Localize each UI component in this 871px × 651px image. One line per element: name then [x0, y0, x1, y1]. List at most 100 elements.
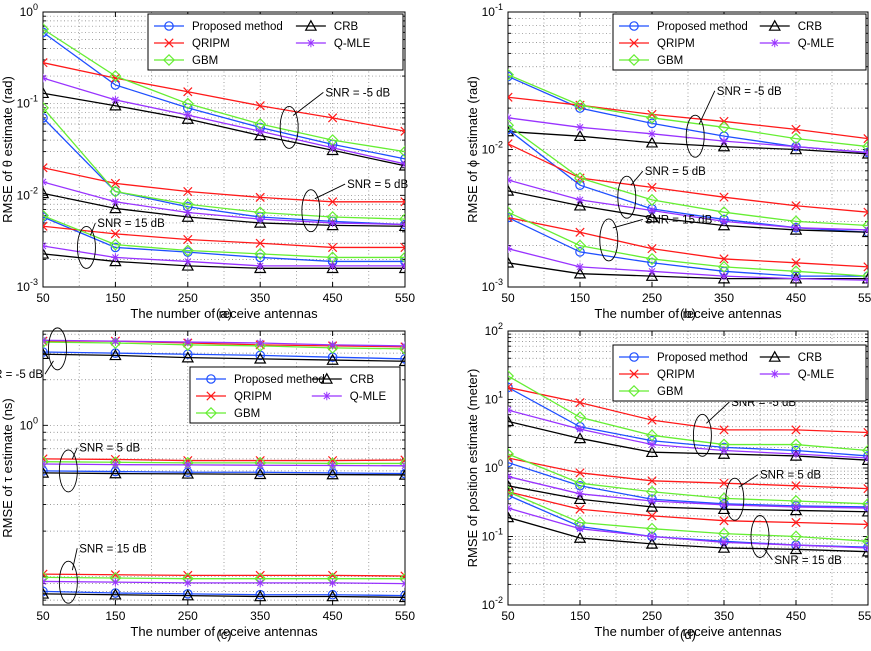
data-point: [719, 446, 729, 455]
legend-box: [612, 344, 867, 402]
x-axis-label: The number of receive antennas: [130, 624, 318, 639]
snr-annotation: SNR = 15 dB: [750, 515, 842, 567]
data-point: [791, 274, 801, 283]
data-point: [181, 244, 194, 257]
data-point: [328, 143, 337, 153]
legend-label: CRB: [350, 374, 375, 386]
legend-label: Proposed method: [192, 21, 283, 33]
data-point: [791, 481, 801, 491]
series-line: [508, 130, 868, 155]
data-point: [508, 119, 515, 132]
data-point: [791, 502, 801, 512]
series-line: [43, 353, 405, 362]
legend-entry-qripm: QRIPM: [619, 38, 695, 50]
data-point: [861, 453, 868, 465]
data-point: [647, 206, 657, 215]
legend-entry-crb: CRB: [311, 372, 375, 386]
annotation-leader: [763, 548, 773, 561]
legend-marker: [320, 372, 334, 384]
data-point: [109, 185, 122, 198]
data-point: [645, 111, 659, 124]
data-point: [719, 500, 729, 510]
data-point: [43, 186, 50, 199]
series-line: [43, 580, 405, 585]
data-point: [717, 541, 731, 553]
data-point: [575, 424, 585, 434]
data-point: [575, 123, 585, 132]
legend-box: [147, 13, 404, 71]
data-point: [575, 524, 585, 533]
annotation-leader: [71, 548, 78, 571]
data-point: [791, 201, 801, 211]
y-tick-label: 101: [485, 390, 503, 407]
series-line: [508, 485, 868, 513]
data-point: [791, 223, 801, 232]
data-point: [398, 590, 405, 603]
x-tick-label: 550: [395, 609, 415, 623]
data-point: [719, 136, 729, 146]
data-point: [181, 351, 195, 363]
legend-marker: [164, 38, 174, 48]
data-point: [43, 113, 48, 123]
series-line: [43, 576, 405, 580]
data-point: [110, 242, 121, 253]
legend-entry-gbm: GBM: [619, 53, 683, 67]
y-tick-label: 10-1: [17, 94, 38, 111]
legend-entry-qripm: QRIPM: [619, 369, 695, 381]
legend-entry-proposed-method: Proposed method: [154, 21, 283, 33]
data-point: [43, 247, 50, 259]
series-q-mle-snr-15-db: [508, 503, 868, 553]
data-point: [398, 354, 405, 367]
series-qripm-snr-5-db: [43, 163, 405, 207]
series-line: [43, 107, 405, 220]
data-point: [43, 466, 48, 476]
data-point: [398, 145, 405, 158]
data-point: [256, 338, 265, 348]
series-line: [508, 124, 868, 227]
x-tick-label: 50: [501, 291, 515, 305]
data-point: [43, 455, 50, 468]
legend-marker: [627, 384, 641, 398]
data-point: [861, 219, 868, 232]
series-qripm-snr-5-db: [43, 58, 405, 136]
data-point: [253, 129, 267, 141]
data-point: [647, 511, 657, 521]
data-point: [719, 254, 729, 264]
data-point: [717, 140, 731, 152]
legend-marker: [629, 38, 639, 48]
annotation-leader: [706, 401, 730, 424]
data-point: [647, 182, 657, 193]
data-point: [791, 540, 801, 550]
data-point: [508, 503, 513, 513]
series-line: [43, 192, 405, 227]
data-point: [508, 479, 515, 491]
x-tick-label: 350: [250, 609, 270, 623]
data-point: [400, 342, 405, 352]
data-point: [43, 586, 48, 597]
data-point: [647, 415, 657, 425]
legend-label: Proposed method: [657, 352, 748, 364]
series-line: [508, 507, 868, 549]
legend: Proposed method QRIPM GBM CRB Q-MLE: [612, 13, 867, 71]
annotation-label: SNR = -5 dB: [0, 369, 43, 381]
x-tick-label: 150: [570, 609, 590, 623]
data-point: [109, 348, 122, 361]
data-point: [183, 234, 193, 245]
data-point: [575, 247, 585, 257]
data-point: [43, 587, 50, 599]
series-crb-snr-5-db: [508, 184, 868, 238]
data-point: [863, 207, 868, 217]
legend-marker: [162, 53, 176, 67]
data-point: [111, 197, 120, 207]
data-point: [645, 211, 659, 223]
y-tick-label: 10-3: [17, 277, 38, 294]
series-line: [43, 573, 405, 577]
data-point: [508, 414, 515, 427]
legend: Proposed method QRIPM GBM CRB Q-MLE: [147, 13, 404, 71]
series-line: [43, 458, 405, 462]
data-point: [861, 140, 868, 153]
legend-marker: [629, 369, 639, 379]
data-point: [43, 571, 50, 584]
data-point: [328, 461, 337, 470]
series-crb-snr-5-db: [508, 414, 868, 465]
